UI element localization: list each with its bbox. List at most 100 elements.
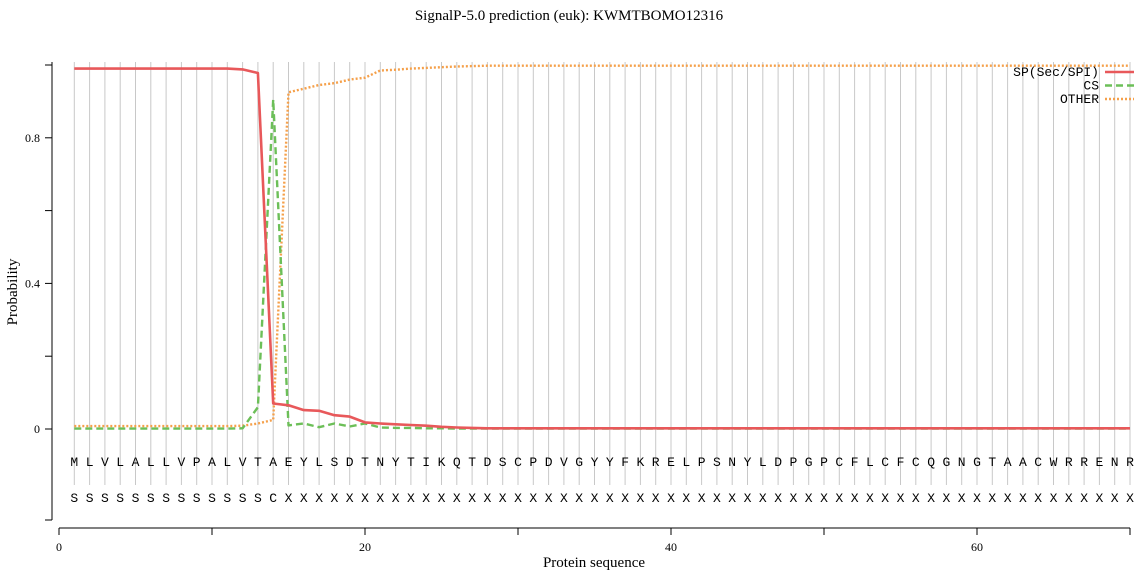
region-label: S <box>86 491 94 506</box>
region-label: X <box>300 491 308 506</box>
residue-label: P <box>698 455 706 470</box>
residue-label: M <box>70 455 78 470</box>
residue-label: Y <box>744 455 752 470</box>
x-tick-label: 0 <box>56 540 62 554</box>
region-label: X <box>483 491 491 506</box>
series-line-cs <box>74 98 1130 430</box>
region-label: S <box>101 491 109 506</box>
residue-label: Y <box>300 455 308 470</box>
residue-label: E <box>285 455 293 470</box>
residue-label: C <box>835 455 843 470</box>
residue-label: L <box>682 455 690 470</box>
region-label: X <box>453 491 461 506</box>
legend-label: SP(Sec/SPI) <box>1013 65 1099 80</box>
region-label: X <box>881 491 889 506</box>
y-axis-label: Probability <box>5 258 21 325</box>
chart-title: SignalP-5.0 prediction (euk): KWMTBOMO12… <box>415 8 724 24</box>
region-label: S <box>208 491 216 506</box>
region-label: X <box>1050 491 1058 506</box>
region-label: X <box>499 491 507 506</box>
residue-label: P <box>789 455 797 470</box>
region-label: X <box>285 491 293 506</box>
region-label: X <box>759 491 767 506</box>
region-label: X <box>621 491 629 506</box>
region-label: X <box>774 491 782 506</box>
residue-label: A <box>1019 455 1027 470</box>
region-label: X <box>422 491 430 506</box>
region-label: X <box>591 491 599 506</box>
region-label: X <box>560 491 568 506</box>
residue-label: D <box>774 455 782 470</box>
residue-label: S <box>713 455 721 470</box>
residue-label: R <box>1080 455 1088 470</box>
region-label: X <box>407 491 415 506</box>
region-label: X <box>698 491 706 506</box>
y-tick-label: 0 <box>34 422 40 436</box>
region-label: X <box>606 491 614 506</box>
region-label: X <box>988 491 996 506</box>
residue-label: G <box>942 455 950 470</box>
residue-label: L <box>86 455 94 470</box>
residue-label: L <box>315 455 323 470</box>
region-label: C <box>269 491 277 506</box>
residue-label: A <box>132 455 140 470</box>
region-label: X <box>682 491 690 506</box>
residue-label: E <box>667 455 675 470</box>
region-label: X <box>545 491 553 506</box>
region-label: X <box>927 491 935 506</box>
residue-label: F <box>897 455 905 470</box>
region-label: X <box>958 491 966 506</box>
x-tick-label: 40 <box>665 540 677 554</box>
residue-label: R <box>1126 455 1134 470</box>
region-label: X <box>897 491 905 506</box>
residue-label: C <box>514 455 522 470</box>
series-line-other <box>74 64 1130 428</box>
legend-label: CS <box>1083 79 1099 94</box>
region-label: X <box>728 491 736 506</box>
residue-label: V <box>560 455 568 470</box>
region-label: S <box>147 491 155 506</box>
residue-label: N <box>958 455 966 470</box>
legend-label: OTHER <box>1060 92 1099 107</box>
region-label: X <box>1004 491 1012 506</box>
region-label: X <box>652 491 660 506</box>
region-label: X <box>1080 491 1088 506</box>
region-label: X <box>529 491 537 506</box>
region-label: X <box>667 491 675 506</box>
region-label: X <box>575 491 583 506</box>
residue-label: A <box>269 455 277 470</box>
region-label: X <box>744 491 752 506</box>
region-label: S <box>254 491 262 506</box>
series-lines <box>74 64 1130 430</box>
region-label: X <box>835 491 843 506</box>
region-label: X <box>866 491 874 506</box>
residue-label: C <box>912 455 920 470</box>
residue-label: V <box>101 455 109 470</box>
region-label: X <box>330 491 338 506</box>
residue-label: K <box>636 455 644 470</box>
residue-label: D <box>346 455 354 470</box>
residue-label: L <box>759 455 767 470</box>
region-label: X <box>1034 491 1042 506</box>
region-label: X <box>514 491 522 506</box>
region-label: X <box>361 491 369 506</box>
region-label: X <box>315 491 323 506</box>
region-label: X <box>713 491 721 506</box>
residue-label: R <box>652 455 660 470</box>
residue-label: A <box>1004 455 1012 470</box>
residue-label: C <box>881 455 889 470</box>
region-label: X <box>912 491 920 506</box>
region-label: X <box>346 491 354 506</box>
y-tick-label: 0.8 <box>25 131 40 145</box>
residue-label: Q <box>927 455 935 470</box>
region-label: X <box>973 491 981 506</box>
x-axis: 0 20 40 60 <box>56 527 1131 554</box>
region-label: X <box>468 491 476 506</box>
x-axis-label: Protein sequence <box>543 555 645 571</box>
region-label: S <box>223 491 231 506</box>
region-label: X <box>1111 491 1119 506</box>
region-label: X <box>1065 491 1073 506</box>
vertical-grid <box>73 62 1131 485</box>
region-label: X <box>376 491 384 506</box>
region-label: X <box>789 491 797 506</box>
